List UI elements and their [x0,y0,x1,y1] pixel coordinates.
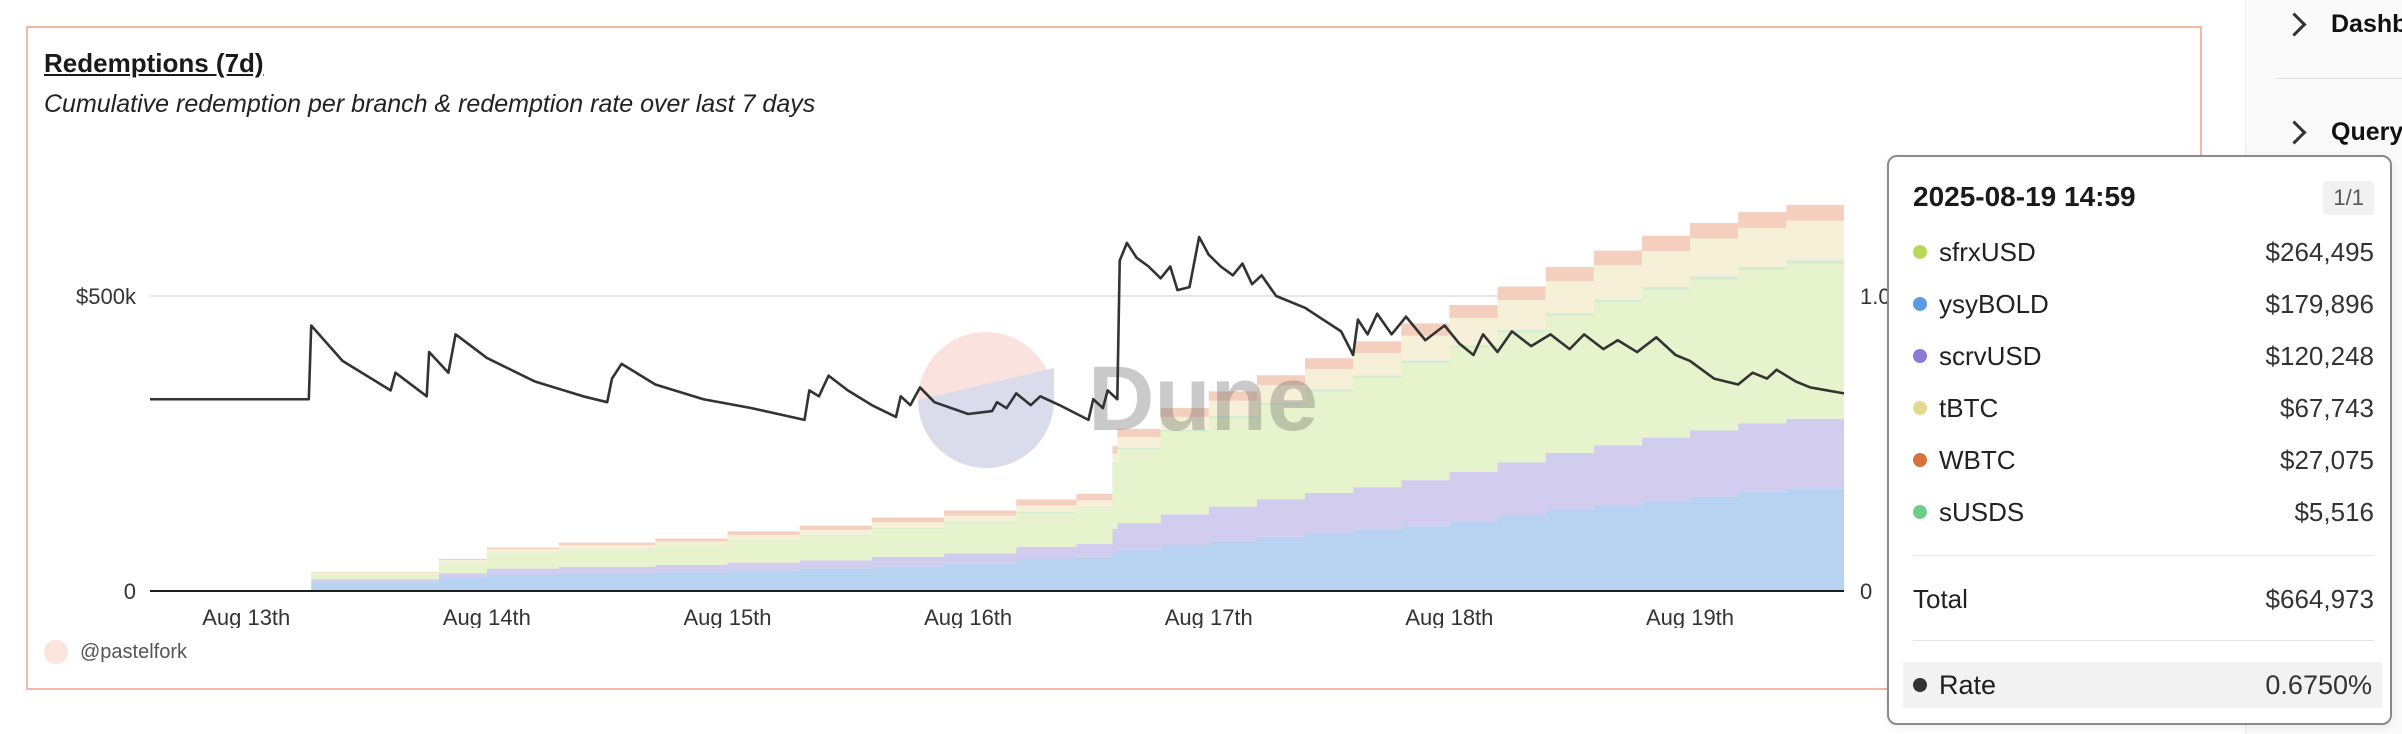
total-value: $664,973 [2265,583,2374,614]
series-value: $120,248 [2265,340,2374,371]
tooltip-divider [1913,555,2374,556]
tooltip-page-indicator[interactable]: 1/1 [2323,181,2374,215]
y-right-tick-label: 1.0 [1860,284,1891,309]
series-name: WBTC [1939,444,2016,475]
tooltip-row: sUSDS $5,516 [1913,492,2374,532]
chart-title[interactable]: Redemptions (7d) [44,48,264,78]
x-tick-label: Aug 17th [1165,605,1253,628]
area-ysyBOLD [150,484,1844,591]
legend-dot [1913,349,1927,363]
avatar [44,640,68,664]
tooltip-row: WBTC $27,075 [1913,440,2374,480]
area-tBTC [150,214,1844,591]
rate-line-group [150,235,1845,422]
legend-dot [1913,453,1927,467]
legend-dot [1913,245,1927,259]
series-name: sUSDS [1939,496,2025,527]
area-scrvUSD [150,413,1844,591]
tooltip-row: ysyBOLD $179,896 [1913,284,2374,324]
series-value: $179,896 [2265,288,2374,319]
rate-value: 0.6750% [2265,669,2372,700]
rate-legend-dot [1913,678,1927,692]
chart-svg[interactable]: Dune Aug 13th Aug 14th Aug 15th Aug 16th Aug… [28,28,2200,628]
tooltip-rate-row: Rate 0.6750% [1903,662,2382,708]
tooltip-total-row: Total $664,973 [1913,579,2374,619]
sidebar-item-dashboard[interactable]: Dashb [2282,10,2402,39]
series-name: tBTC [1939,392,1999,423]
rate-label: Rate [1939,669,1997,700]
axes: Aug 13th Aug 14th Aug 15th Aug 16th Aug 17th… [76,284,1891,628]
x-tick-label: Aug 16th [924,605,1012,628]
series-value: $27,075 [2280,444,2374,475]
legend-dot [1913,505,1927,519]
y-left-tick-label: 0 [124,579,136,604]
author-handle: @pastelfork [80,640,188,663]
tooltip-timestamp: 2025-08-19 14:59 [1913,181,2136,212]
sidebar-item-label: Query [2331,118,2402,146]
area-sUSDS [150,254,1844,591]
series-value: $264,495 [2265,236,2374,267]
total-label: Total [1913,583,1968,614]
series-name: sfrxUSD [1939,236,2036,267]
chevron-right-icon [2282,120,2307,145]
legend-dot [1913,297,1927,311]
y-left-tick-label: $500k [76,284,137,309]
sidebar-item-query[interactable]: Query [2282,118,2402,147]
divider [2276,78,2402,79]
watermark-logo-bottom [918,368,1054,468]
series-value: $5,516 [2294,496,2374,527]
y-right-tick-label: 0 [1860,579,1872,604]
x-tick-label: Aug 18th [1405,605,1493,628]
x-tick-label: Aug 13th [202,605,290,628]
chevron-right-icon [2282,12,2307,37]
watermark-logo-top [918,332,1054,468]
tooltip-row: scrvUSD $120,248 [1913,336,2374,376]
x-tick-label: Aug 14th [443,605,531,628]
dune-watermark: Dune [918,332,1318,468]
watermark-text: Dune [1088,348,1318,450]
series-value: $67,743 [2280,392,2374,423]
area-sfrxUSD [150,257,1844,591]
series-name: ysyBOLD [1939,288,2049,319]
chart-card: Redemptions (7d) Cumulative redemption p… [26,26,2202,690]
sidebar-item-label: Dashb [2331,10,2402,38]
rate-line [150,235,1845,422]
tooltip-row: sfrxUSD $264,495 [1913,232,2374,272]
tooltip-divider [1913,640,2374,641]
area-WBTC [150,198,1844,591]
stacked-areas [150,198,1844,591]
author-footer[interactable]: @pastelfork [44,640,187,664]
legend-dot [1913,401,1927,415]
chart-tooltip: 2025-08-19 14:59 1/1 sfrxUSD $264,495 ysyB… [1887,155,2392,725]
x-tick-label: Aug 19th [1646,605,1734,628]
tooltip-row: tBTC $67,743 [1913,388,2374,428]
series-name: scrvUSD [1939,340,2042,371]
x-tick-label: Aug 15th [683,605,771,628]
chart-subtitle: Cumulative redemption per branch & redem… [44,90,816,118]
